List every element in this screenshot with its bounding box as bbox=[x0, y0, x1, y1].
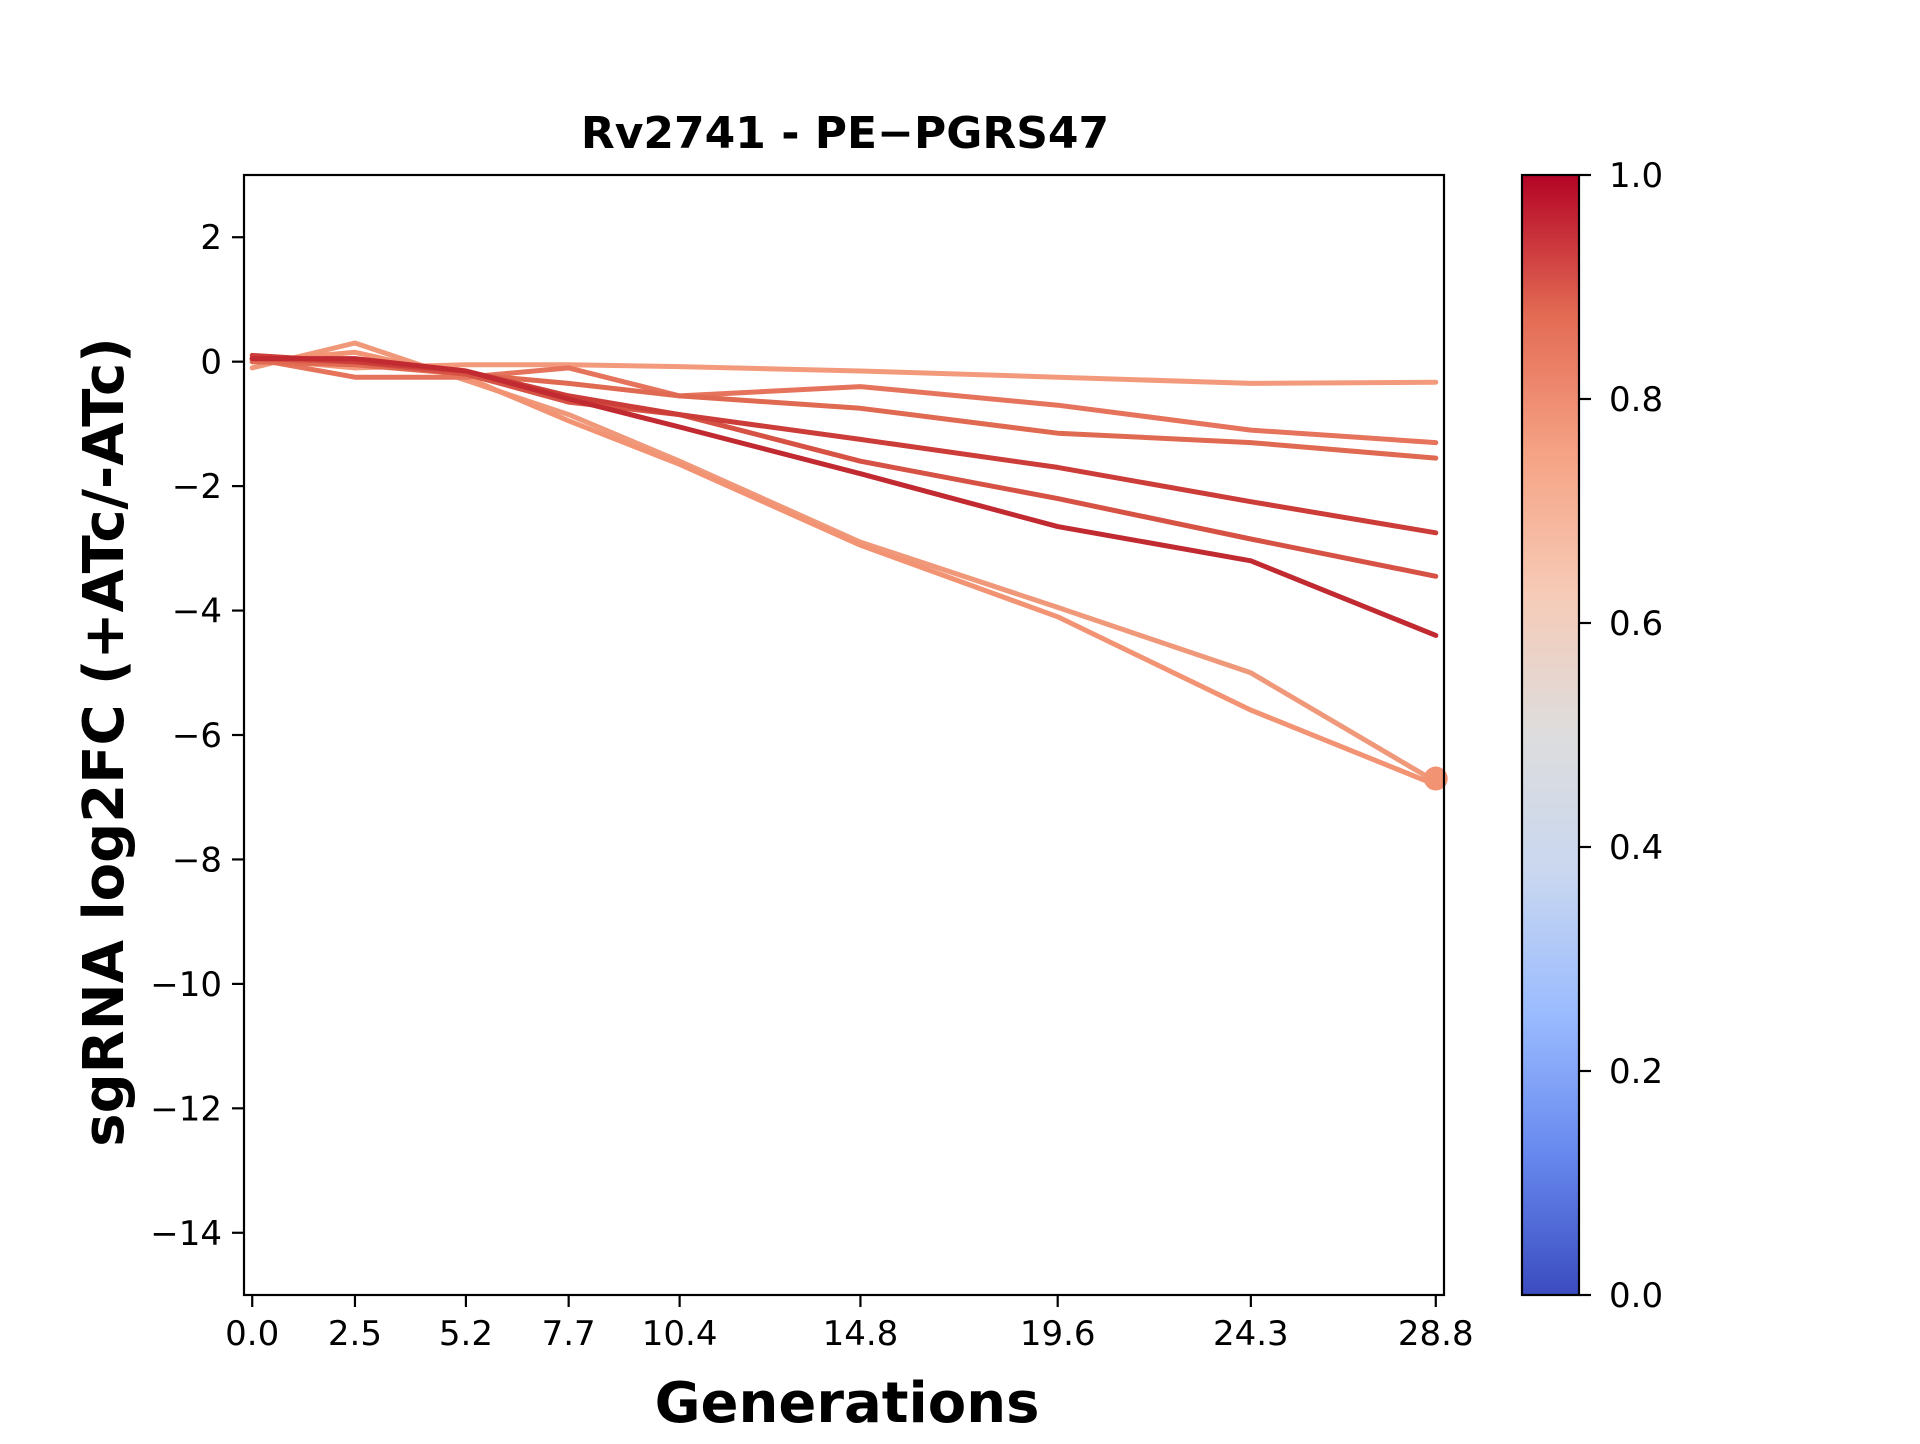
x-tick-label: 2.5 bbox=[328, 1314, 382, 1354]
colorbar-tick-label: 0.6 bbox=[1609, 604, 1663, 644]
y-tick-label: −4 bbox=[172, 592, 222, 632]
x-tick-label: 24.3 bbox=[1213, 1314, 1289, 1354]
series-line-1 bbox=[249, 340, 1439, 785]
x-axis-label: Generations bbox=[655, 1371, 1040, 1436]
colorbar-tick-label: 0.8 bbox=[1609, 380, 1663, 420]
x-tick-label: 10.4 bbox=[642, 1314, 718, 1354]
series-line-8 bbox=[249, 356, 1439, 638]
x-tick-label: 14.8 bbox=[823, 1314, 899, 1354]
plot-area: 0.0 2.5 5.2 7.7 10.4 14.8 19.6 24.3 28.8 2 0 −2 −4 −6… bbox=[150, 173, 1474, 1354]
y-tick-label: −12 bbox=[150, 1089, 222, 1129]
x-tick-label: 7.7 bbox=[542, 1314, 596, 1354]
y-tick-label: −14 bbox=[150, 1214, 222, 1254]
y-tick-label: −10 bbox=[150, 965, 222, 1005]
endpoint-marker bbox=[1423, 766, 1448, 791]
x-tick-label: 0.0 bbox=[225, 1314, 279, 1354]
y-axis-label: sgRNA log2FC (+ATc/-ATc) bbox=[72, 337, 137, 1147]
y-tick-label: −2 bbox=[172, 467, 222, 507]
series-line-2 bbox=[249, 349, 1439, 788]
y-tick-label: −8 bbox=[172, 840, 222, 880]
colorbar-gradient bbox=[1522, 175, 1579, 1295]
colorbar-tick-label: 0.2 bbox=[1609, 1052, 1663, 1092]
y-tick-label: −6 bbox=[172, 716, 222, 756]
colorbar-tick-label: 0.0 bbox=[1609, 1276, 1663, 1316]
y-tick-label: 0 bbox=[200, 343, 222, 383]
colorbar: 0.0 0.2 0.4 0.6 0.8 1.0 bbox=[1520, 156, 1663, 1316]
x-tick-label: 5.2 bbox=[439, 1314, 493, 1354]
y-tick-label: 2 bbox=[200, 218, 222, 258]
x-tick-label: 28.8 bbox=[1398, 1314, 1474, 1354]
x-tick-label: 19.6 bbox=[1020, 1314, 1096, 1354]
colorbar-tick-label: 0.4 bbox=[1609, 828, 1663, 868]
colorbar-tick-label: 1.0 bbox=[1609, 156, 1663, 196]
colorbar-frame bbox=[1520, 173, 1581, 1297]
chart-title: Rv2741 - PE−PGRS47 bbox=[581, 108, 1109, 159]
plot-frame bbox=[242, 173, 1446, 1297]
